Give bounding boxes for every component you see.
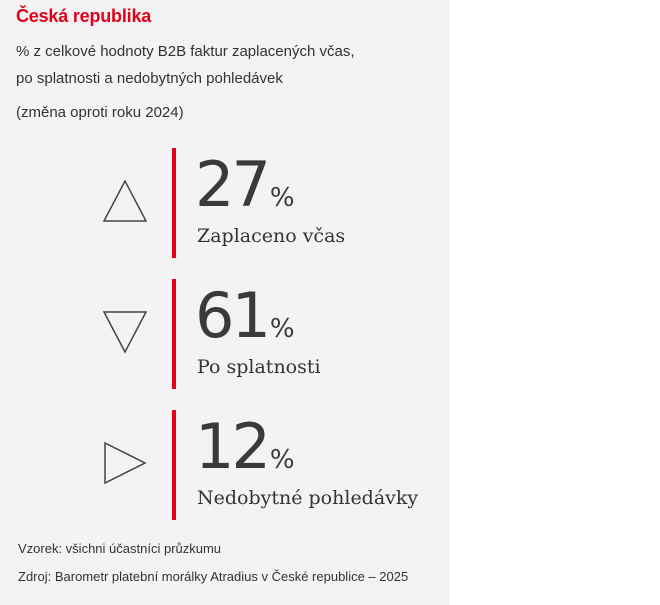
kpi-value: 27 [195,148,271,221]
kpi-uncollectable: 12% Nedobytné pohledávky [100,410,440,520]
kpi-unit: % [269,314,295,344]
infographic-panel: Česká republika % z celkové hodnoty B2B … [0,0,450,605]
subtitle-line-2: po splatnosti a nedobytných pohledávek [16,70,283,87]
kpi-accent-bar [172,148,176,258]
chart-subtitle: % z celkové hodnoty B2B faktur zaplacený… [16,38,436,92]
source-note: Zdroj: Barometr platební morálky Atradiu… [18,569,409,584]
change-note: (změna oproti roku 2024) [16,104,184,121]
kpi-accent-bar [172,410,176,520]
subtitle-line-1: % z celkové hodnoty B2B faktur zaplacený… [16,43,355,60]
kpi-label: Po splatnosti [197,356,321,378]
kpi-value-wrap: 61% [195,281,295,351]
kpi-paid-on-time: 27% Zaplaceno včas [100,148,440,258]
kpi-value-wrap: 12% [195,412,295,482]
chart-title: Česká republika [16,6,152,26]
kpi-value-wrap: 27% [195,150,295,220]
triangle-right-icon [104,441,147,485]
kpi-value: 61 [195,279,271,352]
kpi-accent-bar [172,279,176,389]
sample-note: Vzorek: všichni účastníci průzkumu [18,541,222,556]
kpi-overdue: 61% Po splatnosti [100,279,440,389]
kpi-label: Zaplaceno včas [197,225,346,247]
kpi-label: Nedobytné pohledávky [197,487,419,509]
kpi-unit: % [269,445,295,475]
kpi-value: 12 [195,410,271,483]
kpi-unit: % [269,183,295,213]
triangle-down-icon [102,311,148,354]
triangle-up-icon [102,179,148,222]
